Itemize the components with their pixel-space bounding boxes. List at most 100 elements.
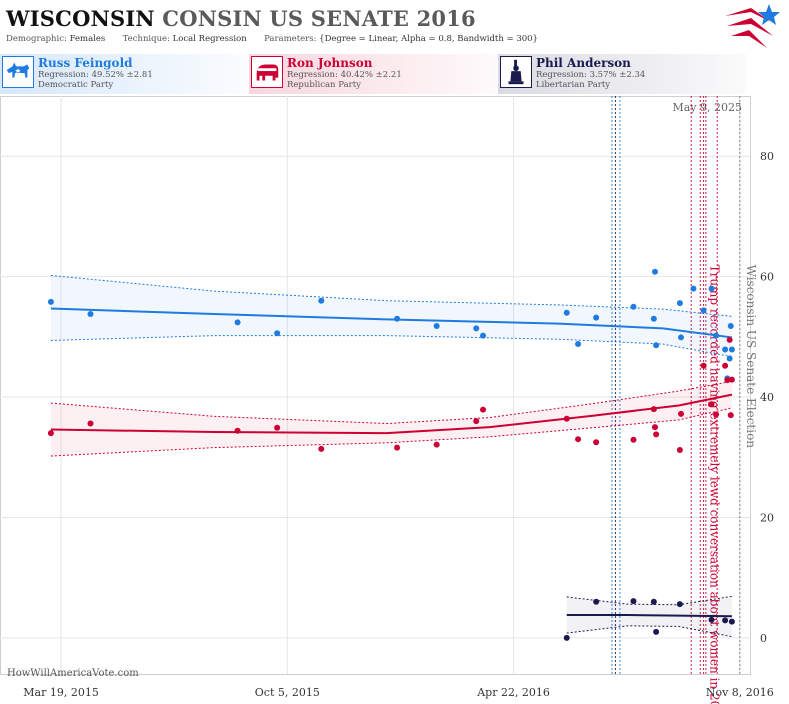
y-tick-label: 80 (760, 150, 774, 163)
data-point (274, 330, 281, 337)
data-point (433, 441, 440, 448)
event-label: Wisconsin US Senate Election (744, 265, 758, 449)
data-point (727, 322, 734, 329)
data-point (473, 325, 480, 332)
data-point (274, 424, 281, 431)
y-tick-label: 60 (760, 271, 774, 284)
data-point (575, 436, 582, 443)
libertarian-statue-icon (500, 56, 532, 88)
plot-area (0, 96, 751, 675)
data-point (630, 598, 637, 605)
trend-line (566, 613, 732, 618)
data-point (676, 601, 683, 608)
data-point (480, 406, 487, 413)
candidate-name: Russ Feingold (38, 56, 133, 70)
republican-elephant-icon (251, 56, 283, 88)
trend-line (50, 393, 733, 435)
data-point (575, 341, 582, 348)
data-point (394, 315, 401, 322)
data-point (318, 297, 325, 304)
data-point (563, 415, 570, 422)
demographic-value: Females (69, 34, 106, 44)
data-point (593, 314, 600, 321)
data-point (433, 322, 440, 329)
data-point (722, 346, 729, 353)
data-point (87, 420, 94, 427)
title-state: WISCONSIN (6, 6, 155, 31)
candidate-party: Democratic Party (38, 80, 114, 90)
x-tick-label: Oct 5, 2015 (255, 686, 320, 699)
data-point (234, 427, 241, 434)
data-point (722, 617, 729, 624)
data-point (653, 628, 660, 635)
data-point (700, 307, 707, 314)
data-point (593, 598, 600, 605)
data-point (651, 424, 658, 431)
data-point (234, 319, 241, 326)
data-point (676, 300, 683, 307)
data-point (726, 355, 733, 362)
parameters-label: Parameters: (264, 34, 317, 44)
x-tick-label: Mar 19, 2015 (23, 686, 99, 699)
data-point (708, 285, 715, 292)
candidate-regression: Regression: 49.52% ±2.81 (38, 70, 153, 80)
data-point (700, 362, 707, 369)
page-title: WISCONSIN CONSIN US SENATE 2016 (6, 6, 476, 31)
data-point (676, 447, 683, 454)
data-point (630, 303, 637, 310)
data-point (318, 445, 325, 452)
data-point (394, 444, 401, 451)
parameters-value: {Degree = Linear, Alpha = 0.8, Bandwidth… (319, 34, 538, 44)
header: WISCONSIN CONSIN US SENATE 2016 Demograp… (0, 0, 789, 52)
data-point (726, 336, 733, 343)
candidate-regression: Regression: 3.57% ±2.34 (536, 70, 646, 80)
star-flag-logo-icon (725, 4, 780, 48)
confidence-band (50, 381, 732, 457)
data-point (653, 342, 660, 349)
data-point (480, 332, 487, 339)
date-label: May 9, 2025 (672, 101, 742, 114)
data-point (677, 410, 684, 417)
data-point (713, 411, 720, 418)
data-point (563, 309, 570, 316)
x-tick-label: Apr 22, 2016 (476, 686, 550, 699)
event-label: Trump recorded having extremely lewd con… (708, 265, 722, 704)
candidate-name: Ron Johnson (287, 56, 373, 70)
y-tick-label: 40 (760, 391, 774, 404)
ci-upper-line (50, 274, 732, 317)
title-rest: CONSIN US SENATE 2016 (162, 6, 476, 31)
data-point (630, 436, 637, 443)
data-point (593, 439, 600, 446)
y-tick-label: 20 (760, 511, 774, 524)
data-point (722, 362, 729, 369)
candidate-regression: Regression: 40.42% ±2.21 (287, 70, 402, 80)
data-point (87, 310, 94, 317)
data-point (690, 285, 697, 292)
data-point (708, 616, 715, 623)
data-point (677, 334, 684, 341)
y-tick-label: 0 (760, 632, 767, 645)
data-point (724, 377, 731, 384)
watermark: HowWillAmericaVote.com (7, 668, 139, 679)
candidate-party: Libertarian Party (536, 80, 611, 90)
parameters-line: Demographic: Females Technique: Local Re… (6, 34, 538, 44)
data-point (650, 315, 657, 322)
candidate-party: Republican Party (287, 80, 361, 90)
data-point (650, 406, 657, 413)
candidate-card-feingold: Russ Feingold Regression: 49.52% ±2.81 D… (0, 54, 248, 94)
data-point (650, 598, 657, 605)
data-point (651, 268, 658, 275)
data-point (473, 418, 480, 425)
confidence-band (50, 275, 732, 357)
candidate-card-johnson: Ron Johnson Regression: 40.42% ±2.21 Rep… (249, 54, 497, 94)
technique-label: Technique: (122, 34, 170, 44)
data-point (728, 346, 735, 353)
candidate-card-anderson: Phil Anderson Regression: 3.57% ±2.34 Li… (498, 54, 746, 94)
technique-value: Local Regression (172, 34, 247, 44)
confidence-band (566, 596, 732, 637)
ci-lower-line (50, 407, 733, 457)
regression-chart: 0 20 40 60 80 Mar 19, 2015 Oct 5, 2015 Apr 22, … (0, 96, 774, 704)
data-point (728, 618, 735, 625)
data-point (727, 412, 734, 419)
demographic-label: Demographic: (6, 34, 67, 44)
